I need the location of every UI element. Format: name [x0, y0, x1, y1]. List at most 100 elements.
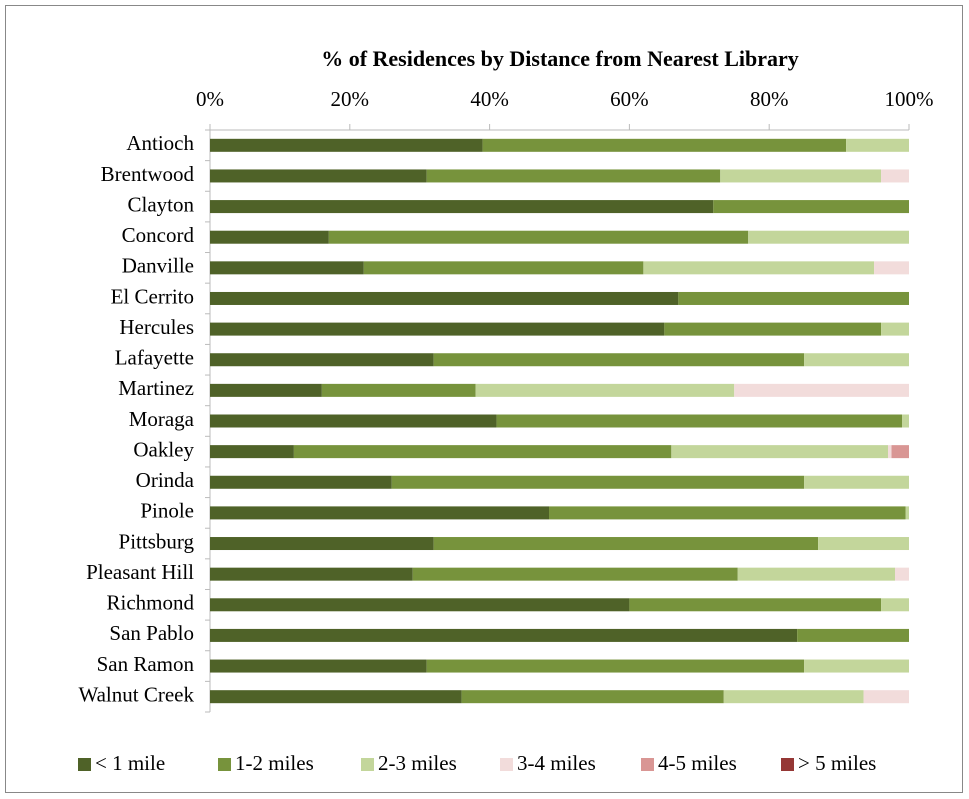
- bar-segment: [846, 138, 909, 152]
- y-tick-label: Antioch: [126, 131, 194, 155]
- bar-segment: [210, 169, 427, 183]
- y-tick-label: Pleasant Hill: [86, 560, 194, 584]
- bar-segment: [210, 567, 413, 581]
- bar-segment: [664, 322, 882, 336]
- legend-swatch: [361, 758, 374, 771]
- bar-segment: [713, 200, 909, 214]
- bar-segment: [475, 383, 735, 397]
- bar-segment: [863, 690, 909, 704]
- y-tick-label: Hercules: [119, 315, 194, 339]
- y-tick-label: Concord: [122, 223, 195, 247]
- y-tick-label: Clayton: [128, 192, 195, 216]
- bar-segment: [804, 353, 909, 367]
- bar-segment: [748, 230, 909, 244]
- bar-segment: [482, 138, 847, 152]
- bar-segment: [433, 353, 805, 367]
- bar-segment: [818, 537, 909, 551]
- bar-segment: [629, 598, 882, 612]
- chart-title: % of Residences by Distance from Nearest…: [321, 46, 799, 71]
- y-tick-label: Moraga: [129, 407, 195, 431]
- legend-swatch: [500, 758, 513, 771]
- bar-segment: [328, 230, 749, 244]
- bar-segment: [797, 628, 909, 642]
- legend-swatch: [218, 758, 231, 771]
- bar-segment: [210, 322, 665, 336]
- bar-segment: [895, 567, 909, 581]
- y-tick-label: Martinez: [118, 376, 194, 400]
- legend-label: 4-5 miles: [658, 751, 737, 775]
- bar-segment: [496, 414, 903, 428]
- bar-segment: [210, 445, 294, 459]
- bar-segment: [293, 445, 672, 459]
- y-tick-label: Danville: [122, 254, 194, 278]
- bar-segment: [210, 261, 364, 275]
- y-tick-label: Walnut Creek: [78, 682, 194, 706]
- bar-segment: [321, 383, 476, 397]
- bar-segment: [210, 414, 497, 428]
- bar-segment: [804, 659, 909, 673]
- bar-segment: [210, 537, 434, 551]
- legend-swatch: [641, 758, 654, 771]
- legend-label: > 5 miles: [798, 751, 876, 775]
- legend-swatch: [781, 758, 794, 771]
- bar-segment: [210, 659, 427, 673]
- bar-segment: [678, 291, 909, 305]
- bar-segment: [905, 506, 909, 520]
- bar-segment: [461, 690, 724, 704]
- y-tick-label: San Ramon: [97, 652, 195, 676]
- bar-segment: [210, 475, 392, 489]
- bar-segment: [723, 690, 864, 704]
- legend-label: 2-3 miles: [378, 751, 457, 775]
- bar-segment: [210, 230, 329, 244]
- bar-segment: [804, 475, 909, 489]
- y-tick-label: Pinole: [140, 499, 194, 523]
- bar-segment: [210, 138, 483, 152]
- bar-segment: [874, 261, 909, 275]
- y-tick-label: Pittsburg: [119, 529, 195, 553]
- bar-segment: [210, 690, 462, 704]
- bar-segment: [363, 261, 644, 275]
- bar-segment: [671, 445, 889, 459]
- bar-segment: [737, 567, 896, 581]
- x-tick-label: 60%: [610, 87, 649, 111]
- bar-segment: [902, 414, 909, 428]
- bar-segment: [426, 169, 721, 183]
- bar-segment: [210, 353, 434, 367]
- bar-segment: [881, 169, 909, 183]
- legend-swatch: [78, 758, 91, 771]
- bar-segment: [734, 383, 909, 397]
- bar-segment: [720, 169, 882, 183]
- bar-segment: [210, 598, 630, 612]
- bar-segment: [391, 475, 805, 489]
- legend-label: < 1 mile: [95, 751, 165, 775]
- y-tick-label: Richmond: [107, 591, 195, 615]
- y-tick-label: Orinda: [136, 468, 195, 492]
- bar-segment: [888, 445, 892, 459]
- bar-segment: [433, 537, 819, 551]
- x-tick-label: 100%: [885, 87, 934, 111]
- y-tick-label: Oakley: [133, 437, 194, 461]
- legend-label: 1-2 miles: [235, 751, 314, 775]
- bar-segment: [210, 200, 714, 214]
- bar-segment: [210, 383, 322, 397]
- x-tick-label: 40%: [470, 87, 509, 111]
- x-tick-label: 20%: [331, 87, 370, 111]
- bar-segment: [643, 261, 875, 275]
- bar-segment: [891, 445, 909, 459]
- bar-segment: [210, 628, 798, 642]
- legend-label: 3-4 miles: [517, 751, 596, 775]
- bar-segment: [549, 506, 906, 520]
- y-tick-label: San Pablo: [109, 621, 194, 645]
- bar-segment: [426, 659, 805, 673]
- x-tick-label: 0%: [196, 87, 224, 111]
- bar-segment: [881, 322, 909, 336]
- y-tick-label: El Cerrito: [111, 284, 194, 308]
- bar-segment: [210, 291, 679, 305]
- bar-segment: [881, 598, 909, 612]
- bar-segment: [412, 567, 738, 581]
- bar-segment: [210, 506, 550, 520]
- y-tick-label: Brentwood: [101, 162, 195, 186]
- x-tick-label: 80%: [750, 87, 789, 111]
- y-tick-label: Lafayette: [115, 346, 194, 370]
